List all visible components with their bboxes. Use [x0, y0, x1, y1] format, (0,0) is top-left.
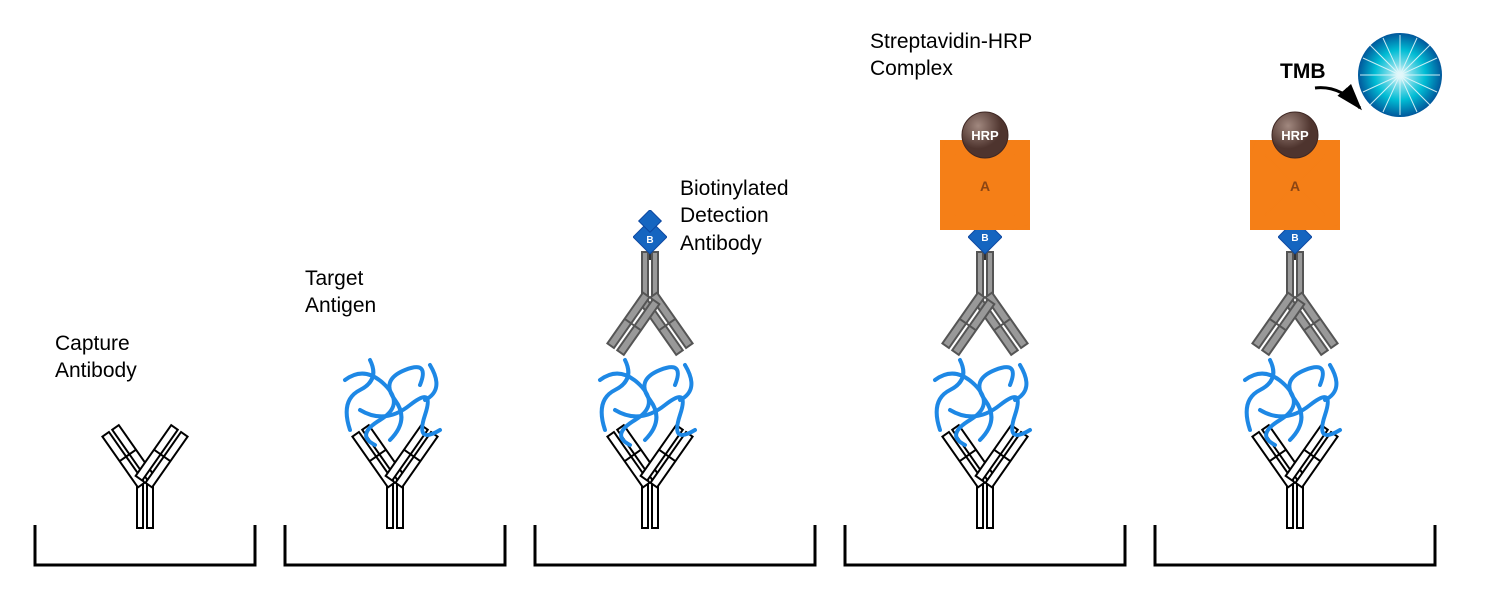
antigen-icon [330, 350, 460, 450]
label-streptavidin-hrp: Streptavidin-HRP Complex [870, 28, 1032, 83]
streptavidin-letter: A [1285, 178, 1305, 194]
label-capture-antibody: Capture Antibody [55, 330, 137, 385]
panel-streptavidin-hrp: B A HRP [840, 30, 1130, 570]
detection-antibody-icon [580, 250, 720, 370]
panel-tmb: B A HRP [1150, 30, 1440, 570]
label-tmb: TMB [1280, 60, 1326, 84]
streptavidin-letter: A [975, 178, 995, 194]
label-target-antigen: Target Antigen [305, 265, 376, 320]
tmb-signal-icon [1355, 30, 1445, 120]
biotin-letter: B [978, 233, 992, 244]
panel-capture-antibody [30, 30, 260, 570]
hrp-letter: HRP [1275, 128, 1315, 143]
biotin-letter: B [1288, 233, 1302, 244]
detection-antibody-icon [1225, 250, 1365, 370]
label-detection-antibody: Biotinylated Detection Antibody [680, 175, 789, 257]
detection-antibody-icon [915, 250, 1055, 370]
panel-detection-antibody: B [530, 30, 820, 570]
hrp-letter: HRP [965, 128, 1005, 143]
capture-antibody-icon [75, 410, 215, 530]
biotin-letter: B [643, 235, 657, 246]
